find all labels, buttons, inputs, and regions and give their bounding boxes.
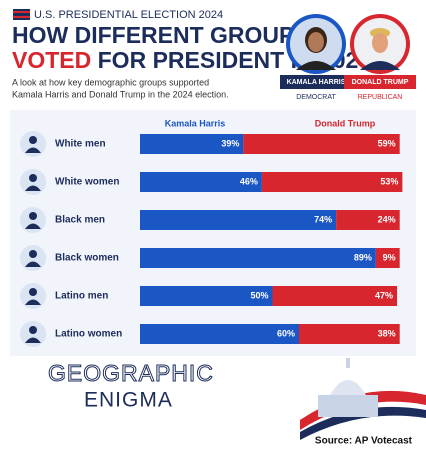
value-label: 9% — [383, 252, 396, 262]
subtitle: A look at how key demographic groups sup… — [12, 77, 209, 87]
value-label: 53% — [380, 176, 398, 186]
group-icon-body — [25, 223, 41, 229]
bar-segment — [261, 172, 403, 192]
bar-segment — [336, 210, 400, 230]
brand: ENIGMA — [84, 389, 173, 412]
bar-segment — [272, 286, 398, 306]
value-label: 59% — [378, 138, 396, 148]
candidate-party: DEMOCRAT — [296, 94, 336, 101]
value-label: 89% — [354, 252, 372, 262]
legend-label: Kamala Harris — [165, 118, 226, 128]
candidate-name: KAMALA HARRIS — [287, 79, 346, 86]
group-icon-body — [25, 261, 41, 267]
bar-segment — [243, 134, 400, 154]
bar-segment — [140, 172, 262, 192]
title-line: HOW DIFFERENT GROUPS — [12, 22, 310, 48]
value-label: 47% — [375, 290, 393, 300]
subtitle: Kamala Harris and Donald Trump in the 20… — [12, 89, 229, 99]
plot: Kamala Harris Donald Trump White men 39% 59%… — [20, 118, 403, 347]
category-label: Latino men — [55, 291, 108, 302]
value-label: 50% — [250, 290, 268, 300]
candidate: KAMALA HARRIS DEMOCRAT — [280, 14, 352, 101]
category-label: Black men — [55, 215, 105, 226]
category-label: Black women — [55, 253, 119, 264]
group-icon-head — [29, 288, 37, 296]
group-icon-head — [29, 174, 37, 182]
bar-segment — [140, 210, 337, 230]
category-label: Latino women — [55, 329, 122, 340]
category-label: White men — [55, 139, 106, 150]
brand: GEOGRAPHIC — [48, 360, 214, 386]
group-icon-head — [29, 212, 37, 220]
value-label: 74% — [314, 214, 332, 224]
value-label: 39% — [221, 138, 239, 148]
value-label: 60% — [277, 328, 295, 338]
bar-segment — [140, 134, 244, 154]
candidate: DONALD TRUMP REPUBLICAN — [344, 14, 416, 101]
category-label: White women — [55, 177, 119, 188]
title-highlight: VOTED — [12, 47, 91, 73]
group-icon-body — [25, 185, 41, 191]
group-icon-body — [25, 299, 41, 305]
source: Source: AP Votecast — [315, 436, 413, 447]
candidate-party: REPUBLICAN — [358, 94, 403, 101]
bar-segment — [299, 324, 400, 344]
bar-segment — [140, 286, 273, 306]
group-icon-body — [25, 337, 41, 343]
value-label: 38% — [378, 328, 396, 338]
value-label: 46% — [240, 176, 258, 186]
value-label: 24% — [378, 214, 396, 224]
capitol-graphic — [300, 358, 426, 440]
group-icon-body — [25, 147, 41, 153]
flag-icon — [13, 9, 30, 20]
legend-label: Donald Trump — [315, 118, 376, 128]
bar-segment — [375, 248, 400, 268]
bar-segment — [140, 324, 299, 344]
group-icon-head — [29, 326, 37, 334]
group-icon-head — [29, 250, 37, 258]
bar-segment — [140, 248, 376, 268]
group-icon-head — [29, 136, 37, 144]
candidate-name: DONALD TRUMP — [352, 79, 409, 86]
kicker: U.S. PRESIDENTIAL ELECTION 2024 — [34, 9, 223, 21]
